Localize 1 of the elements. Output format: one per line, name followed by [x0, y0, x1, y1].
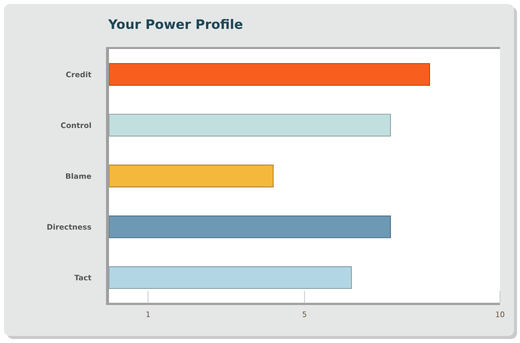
chart-title: Your Power Profile — [108, 18, 242, 30]
